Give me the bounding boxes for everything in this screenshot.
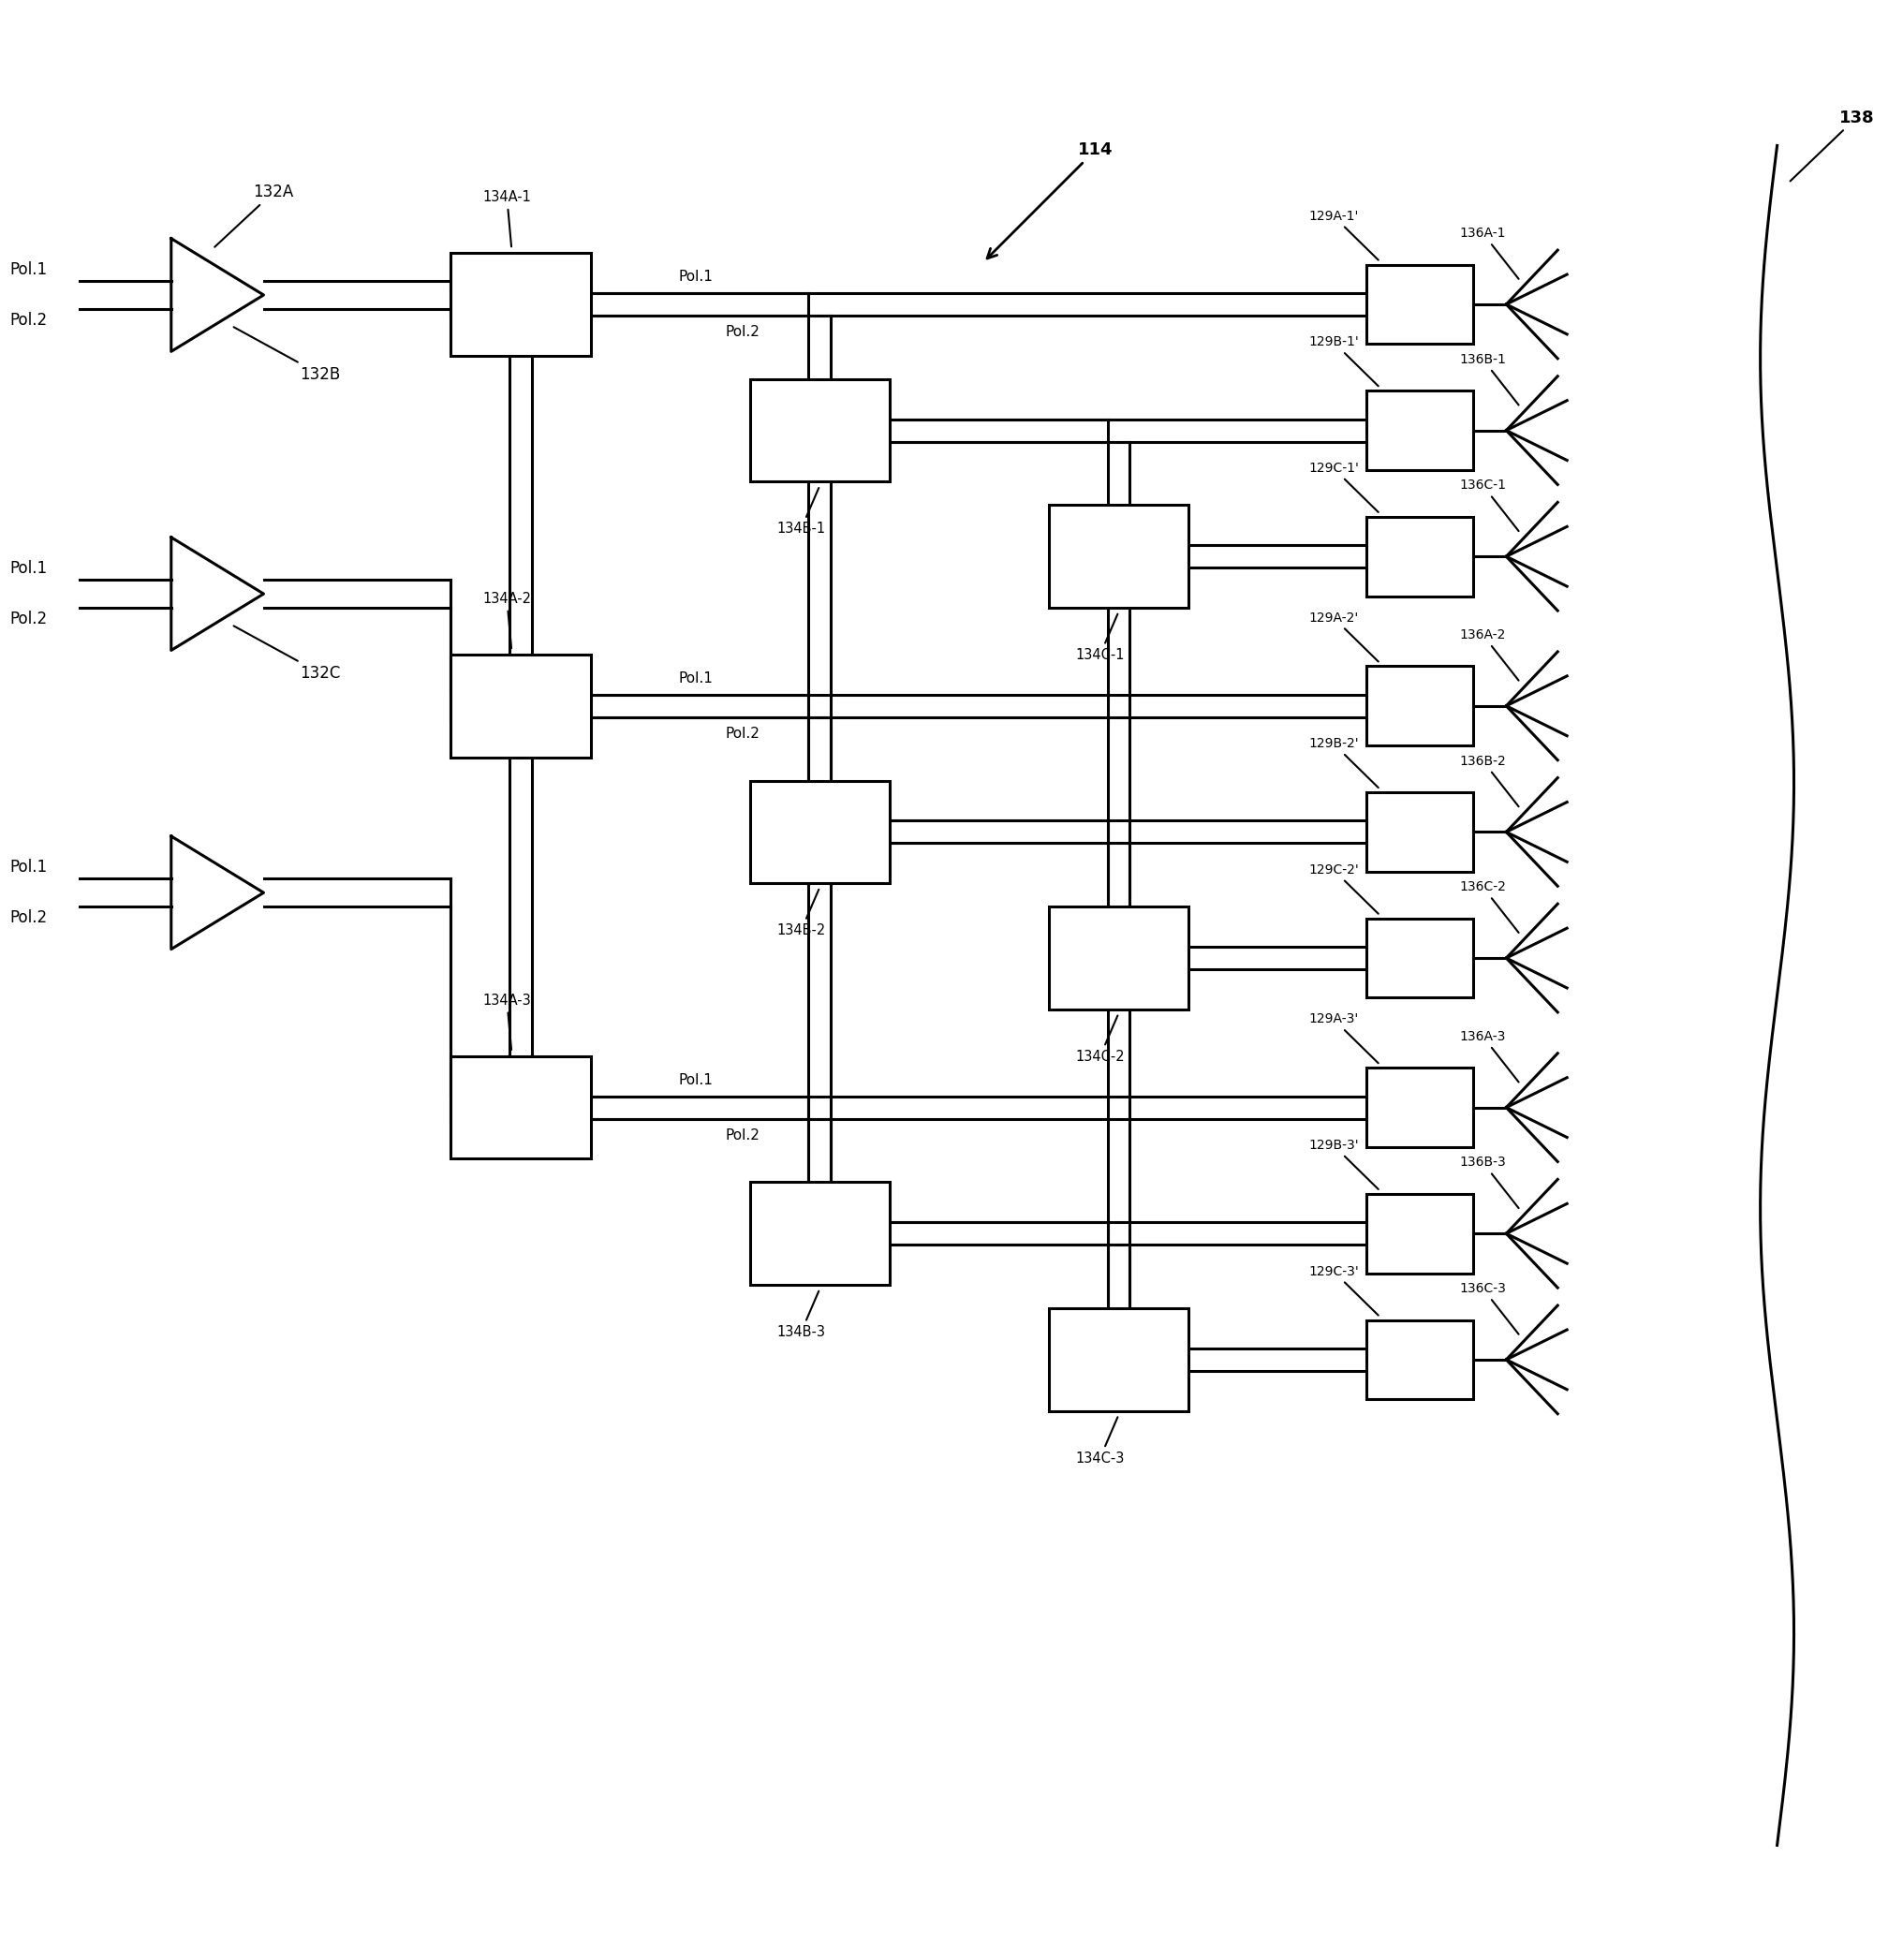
Bar bbox=[1366, 919, 1473, 998]
Text: 136B-3: 136B-3 bbox=[1460, 1156, 1519, 1207]
Bar bbox=[451, 253, 590, 355]
Text: 132B: 132B bbox=[234, 327, 341, 382]
Text: 138: 138 bbox=[1789, 110, 1873, 180]
Bar bbox=[1366, 390, 1473, 470]
Text: 132C: 132C bbox=[234, 625, 341, 682]
Text: Pol.1: Pol.1 bbox=[679, 1072, 714, 1088]
Bar bbox=[1049, 506, 1187, 608]
Text: Pol.2: Pol.2 bbox=[10, 909, 48, 927]
Bar bbox=[1366, 517, 1473, 596]
Text: Pol.1: Pol.1 bbox=[10, 858, 48, 876]
Text: 129C-1': 129C-1' bbox=[1307, 463, 1378, 512]
Text: 129B-2': 129B-2' bbox=[1307, 737, 1378, 788]
Text: 134A-3: 134A-3 bbox=[483, 994, 531, 1051]
Text: 129B-3': 129B-3' bbox=[1307, 1139, 1378, 1190]
Text: 136B-1: 136B-1 bbox=[1460, 353, 1519, 406]
Bar bbox=[750, 780, 889, 884]
Text: 114: 114 bbox=[986, 141, 1113, 259]
Text: Pol.2: Pol.2 bbox=[10, 312, 48, 329]
Text: Pol.2: Pol.2 bbox=[725, 727, 759, 741]
Text: 136A-1: 136A-1 bbox=[1460, 227, 1519, 278]
Text: 129A-1': 129A-1' bbox=[1307, 210, 1378, 261]
Text: 134A-1: 134A-1 bbox=[481, 190, 531, 247]
Text: 134B-2: 134B-2 bbox=[776, 890, 826, 937]
Text: 134B-3: 134B-3 bbox=[776, 1292, 826, 1339]
Text: 136C-3: 136C-3 bbox=[1460, 1282, 1519, 1335]
Text: 129C-2': 129C-2' bbox=[1307, 862, 1378, 913]
Text: Pol.2: Pol.2 bbox=[10, 612, 48, 627]
Bar bbox=[451, 655, 590, 757]
Text: Pol.2: Pol.2 bbox=[725, 325, 759, 339]
Text: 136C-2: 136C-2 bbox=[1460, 880, 1519, 933]
Text: 134C-2: 134C-2 bbox=[1075, 1015, 1125, 1064]
Text: 129A-3': 129A-3' bbox=[1307, 1013, 1378, 1062]
Bar bbox=[1366, 1194, 1473, 1274]
Bar bbox=[750, 378, 889, 482]
Text: 136B-2: 136B-2 bbox=[1460, 755, 1519, 808]
Bar bbox=[750, 1182, 889, 1286]
Text: 129A-2': 129A-2' bbox=[1307, 612, 1378, 662]
Text: Pol.1: Pol.1 bbox=[679, 672, 714, 686]
Text: 134C-1: 134C-1 bbox=[1075, 613, 1125, 662]
Text: 136A-3: 136A-3 bbox=[1460, 1029, 1519, 1082]
Text: Pol.1: Pol.1 bbox=[10, 561, 48, 576]
Bar bbox=[451, 1056, 590, 1158]
Bar bbox=[1366, 792, 1473, 872]
Bar bbox=[1049, 1307, 1187, 1411]
Text: 134C-3: 134C-3 bbox=[1075, 1417, 1125, 1466]
Bar bbox=[1049, 907, 1187, 1009]
Text: Pol.1: Pol.1 bbox=[10, 261, 48, 278]
Text: Pol.2: Pol.2 bbox=[725, 1129, 759, 1143]
Text: 136C-1: 136C-1 bbox=[1460, 478, 1519, 531]
Text: 134B-1: 134B-1 bbox=[776, 488, 826, 535]
Bar bbox=[1366, 666, 1473, 745]
Bar bbox=[1366, 265, 1473, 345]
Text: 129C-3': 129C-3' bbox=[1307, 1264, 1378, 1315]
Bar bbox=[1366, 1319, 1473, 1399]
Text: 129B-1': 129B-1' bbox=[1307, 335, 1378, 386]
Text: Pol.1: Pol.1 bbox=[679, 270, 714, 284]
Text: 134A-2: 134A-2 bbox=[481, 592, 531, 649]
Bar bbox=[1366, 1068, 1473, 1147]
Text: 136A-2: 136A-2 bbox=[1460, 629, 1519, 680]
Text: 132A: 132A bbox=[215, 184, 293, 247]
